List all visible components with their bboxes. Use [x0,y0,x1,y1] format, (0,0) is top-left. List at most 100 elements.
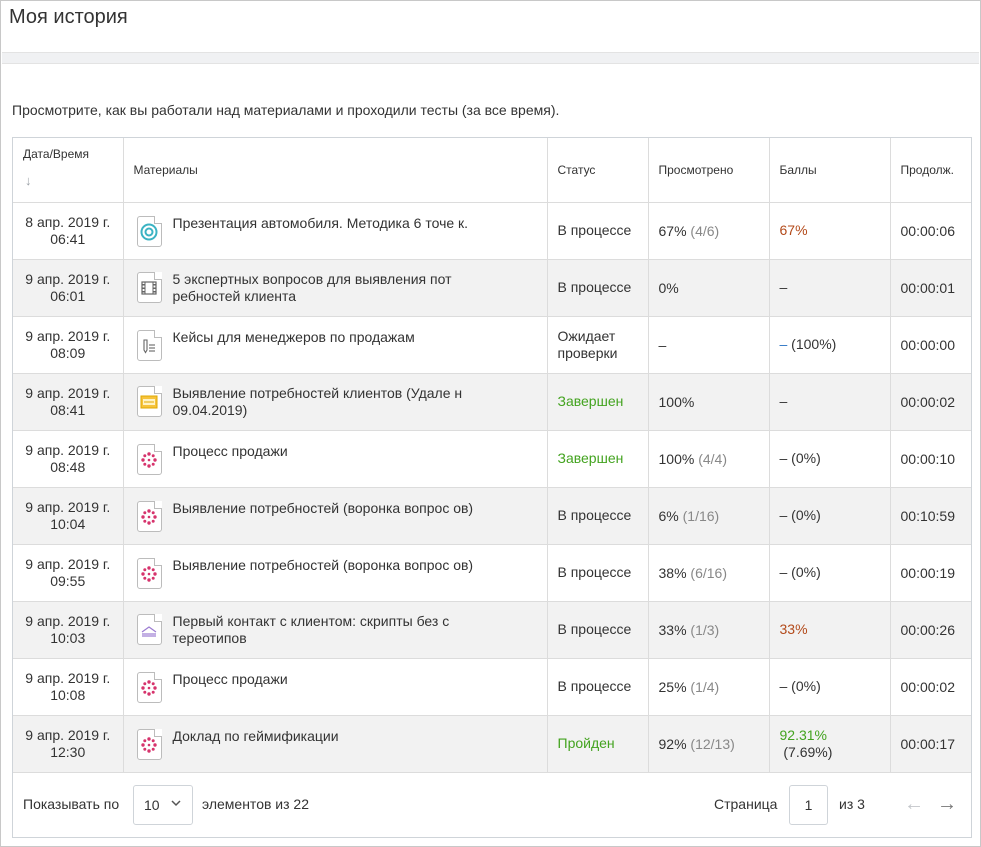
header-score[interactable]: Баллы [769,138,891,203]
slides-icon [136,386,162,417]
material-cell[interactable]: Кейсы для менеджеров по продажам [123,316,548,374]
status-cell: Ожидает проверки [547,316,649,374]
viewed-detail: (4/6) [686,222,720,239]
date-cell: 9 апр. 2019 г. 09:55 [13,544,124,602]
table-row[interactable]: 9 апр. 2019 г. 10:03 Первый контакт с клие… [13,601,971,659]
viewed-value: 100% [658,393,695,410]
viewed-value: 92% [658,735,687,752]
material-cell[interactable]: Процесс продажи [123,430,548,488]
table-row[interactable]: 9 апр. 2019 г. 10:04 Выявление потребносте… [13,487,971,545]
duration-cell: 00:00:06 [890,202,971,260]
viewed-cell: 100% [648,373,770,431]
date-cell: 9 апр. 2019 г. 10:03 [13,601,124,659]
page-number-input[interactable]: 1 [789,785,828,825]
status-text: В процессе [557,279,632,295]
score-detail: (100%) [787,336,837,352]
material-cell[interactable]: Выявление потребностей (воронка вопрос о… [123,544,548,602]
material-cell[interactable]: Первый контакт с клиентом: скрипты без с… [123,601,548,659]
material-title[interactable]: Первый контакт с клиентом: скрипты без с… [172,613,450,646]
status-text: Завершен [557,393,624,409]
date-day: 9 апр. 2019 г. [25,555,111,572]
duration-cell: 00:00:00 [890,316,971,374]
table-row[interactable]: 9 апр. 2019 г. 08:41 Выявление потребносте… [13,373,971,431]
material-title[interactable]: Процесс продажи [172,671,288,687]
score-detail: (0%) [787,450,821,466]
score-value: – [779,279,788,295]
material-cell[interactable]: 5 экспертных вопросов для выявления пот … [123,259,548,317]
prev-page-button[interactable]: ← [904,792,924,815]
date-cell: 9 апр. 2019 г. 06:01 [13,259,124,317]
score-value: 67% [779,222,808,238]
material-cell[interactable]: Презентация автомобиля. Методика 6 точе … [123,202,548,260]
score-value: – [779,507,788,523]
status-cell: Пройден [547,715,649,773]
viewed-detail: (6/16) [686,564,727,581]
ispring-icon [136,672,162,703]
status-cell: В процессе [547,658,649,716]
header-viewed[interactable]: Просмотрено [648,138,770,203]
table-row[interactable]: 9 апр. 2019 г. 12:30 Доклад по геймификаци… [13,715,971,773]
next-page-button[interactable]: → [937,792,957,815]
film-icon [136,272,162,303]
score-value: 33% [779,621,808,637]
viewed-cell: 92% (12/13) [648,715,770,773]
score-cell: 33% [769,601,891,659]
viewed-cell: 25% (1/4) [648,658,770,716]
viewed-value: 67% [658,222,687,239]
viewed-detail: (12/13) [686,735,735,752]
table-row[interactable]: 9 апр. 2019 г. 08:48 Процесс продажи Заверш… [13,430,971,488]
date-time: 10:08 [50,686,86,703]
date-day: 9 апр. 2019 г. [25,498,111,515]
table-row[interactable]: 9 апр. 2019 г. 09:55 Выявление потребносте… [13,544,971,602]
ispring-icon [136,444,162,475]
table-row[interactable]: 9 апр. 2019 г. 10:08 Процесс продажи В проц… [13,658,971,716]
per-page-value: 10 [144,797,160,813]
status-text: В процессе [557,678,632,694]
per-page-select[interactable]: 10 [133,785,193,825]
table-row[interactable]: 8 апр. 2019 г. 06:41 Презентация автомобил… [13,202,971,260]
material-title[interactable]: Выявление потребностей клиентов (Удале н… [172,385,463,418]
items-count: элементов из 22 [202,796,310,812]
material-title[interactable]: Выявление потребностей (воронка вопрос о… [172,557,474,573]
material-title[interactable]: Процесс продажи [172,443,288,459]
score-detail: (7.69%) [783,743,833,760]
date-cell: 9 апр. 2019 г. 12:30 [13,715,124,773]
status-cell: Завершен [547,430,649,488]
material-cell[interactable]: Доклад по геймификации [123,715,548,773]
duration-cell: 00:00:19 [890,544,971,602]
material-title[interactable]: Кейсы для менеджеров по продажам [172,329,415,345]
status-cell: В процессе [547,259,649,317]
intro-text: Просмотрите, как вы работали над материа… [12,102,560,118]
material-cell[interactable]: Выявление потребностей клиентов (Удале н… [123,373,548,431]
viewed-value: 0% [658,279,679,296]
table-header-row: Дата/Время ↓ Материалы Статус Просмотрен… [13,138,971,203]
header-date-label: Дата/Время [23,147,90,161]
viewed-value: 33% [658,621,687,638]
date-cell: 9 апр. 2019 г. 08:48 [13,430,124,488]
header-date[interactable]: Дата/Время ↓ [13,138,124,203]
header-duration[interactable]: Продолж. [890,138,971,203]
material-cell[interactable]: Процесс продажи [123,658,548,716]
material-title[interactable]: Выявление потребностей (воронка вопрос о… [172,500,474,516]
duration-cell: 00:00:02 [890,658,971,716]
table-row[interactable]: 9 апр. 2019 г. 08:09 Кейсы для менеджеров … [13,316,971,374]
material-title[interactable]: Доклад по геймификации [172,728,339,744]
header-materials[interactable]: Материалы [123,138,548,203]
target-icon [136,216,162,247]
material-title[interactable]: Презентация автомобиля. Методика 6 точе … [172,215,469,231]
viewed-value: 100% [658,450,695,467]
date-day: 9 апр. 2019 г. [25,441,111,458]
header-status[interactable]: Статус [547,138,649,203]
date-time: 06:41 [50,230,86,247]
table-row[interactable]: 9 апр. 2019 г. 06:01 5 экспертных вопросов… [13,259,971,317]
page-count: из 3 [839,796,865,812]
date-time: 09:55 [50,572,86,589]
duration-cell: 00:00:17 [890,715,971,773]
date-time: 08:48 [50,458,86,475]
duration-cell: 00:00:02 [890,373,971,431]
material-title[interactable]: 5 экспертных вопросов для выявления пот … [172,271,452,304]
status-cell: В процессе [547,487,649,545]
sort-down-icon[interactable]: ↓ [25,173,32,188]
viewed-cell: 100% (4/4) [648,430,770,488]
material-cell[interactable]: Выявление потребностей (воронка вопрос о… [123,487,548,545]
